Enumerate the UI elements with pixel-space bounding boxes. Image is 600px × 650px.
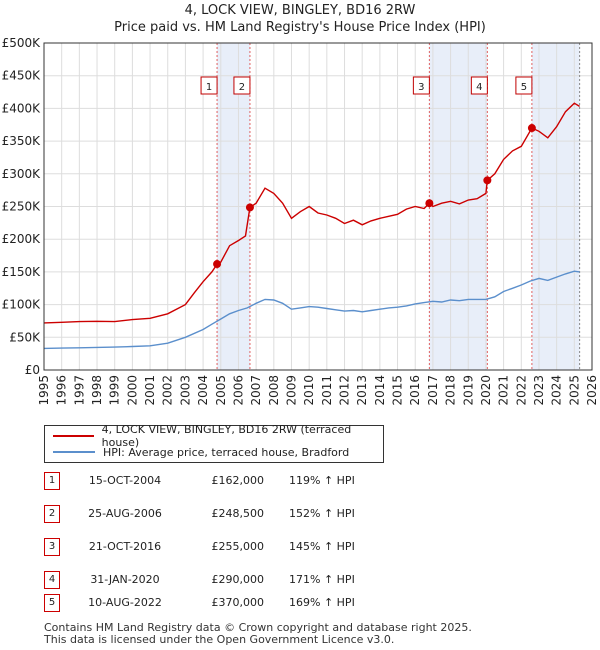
x-tick-label: 2008	[267, 375, 281, 406]
sale-marker-label: 3	[418, 82, 424, 93]
sale-date: 21-OCT-2016	[88, 540, 162, 553]
sale-marker-box	[233, 76, 251, 95]
sale-marker-label: 2	[239, 82, 245, 93]
sale-number-badge: 1	[44, 472, 60, 490]
y-tick-label: £50K	[9, 330, 41, 344]
x-tick-label: 2019	[461, 375, 475, 406]
legend-label-hpi: HPI: Average price, terraced house, Brad…	[103, 445, 350, 459]
sale-row: 5 10-AUG-2022 £370,000 169% ↑ HPI	[44, 594, 564, 614]
sale-price: £370,000	[211, 596, 265, 609]
x-tick-label: 2015	[391, 375, 405, 406]
sale-date: 10-AUG-2022	[88, 596, 162, 609]
x-tick-label: 2009	[284, 375, 298, 406]
x-tick-label: 2024	[550, 375, 564, 406]
footer-licence: This data is licensed under the Open Gov…	[44, 633, 395, 646]
sale-date: 15-OCT-2004	[88, 474, 162, 487]
y-tick-label: £400K	[2, 101, 42, 115]
sale-point	[245, 203, 254, 212]
sale-hpi-change: 145% ↑ HPI	[289, 540, 355, 553]
x-tick-label: 2018	[444, 375, 458, 406]
sale-row: 2 25-AUG-2006 £248,500 152% ↑ HPI	[44, 505, 564, 525]
sale-price: £162,000	[211, 474, 265, 487]
sale-marker-box	[515, 76, 533, 95]
x-tick-label: 2011	[320, 375, 334, 406]
x-tick-label: 1999	[108, 375, 122, 406]
sale-number-badge: 5	[44, 594, 60, 612]
price-chart: 1 2 3 4 5 £0 £50K £100K £150K £200K £250K £300K £35…	[2, 36, 599, 406]
x-tick-label: 2014	[373, 375, 387, 406]
plot-frame	[43, 42, 593, 371]
x-tick-label: 2004	[196, 375, 210, 406]
x-tick-label: 2000	[125, 375, 139, 406]
y-tick-label: £0	[25, 363, 40, 377]
sale-hpi-change: 171% ↑ HPI	[289, 573, 355, 586]
sale-price: £290,000	[211, 573, 265, 586]
x-tick-label: 2001	[143, 375, 157, 406]
sale-point	[425, 199, 434, 208]
legend: 4, LOCK VIEW, BINGLEY, BD16 2RW (terrace…	[44, 423, 384, 463]
x-tick-label: 2026	[585, 375, 599, 406]
y-tick-label: £100K	[2, 298, 42, 312]
x-tick-label: 2020	[479, 375, 493, 406]
y-tick-label: £300K	[2, 167, 42, 181]
legend-label-property: 4, LOCK VIEW, BINGLEY, BD16 2RW (terrace…	[101, 423, 352, 449]
x-tick-label: 2005	[214, 375, 228, 406]
x-tick-label: 1996	[55, 375, 69, 406]
legend-swatch-property	[53, 435, 94, 437]
sale-point	[483, 176, 492, 185]
sale-date: 25-AUG-2006	[88, 507, 162, 520]
x-tick-label: 1997	[72, 375, 86, 406]
sale-row: 1 15-OCT-2004 £162,000 119% ↑ HPI	[44, 472, 564, 492]
sale-row: 4 31-JAN-2020 £290,000 171% ↑ HPI	[44, 571, 564, 591]
x-tick-label: 2025	[567, 375, 581, 406]
y-tick-label: £450K	[2, 69, 42, 83]
x-tick-label: 2013	[355, 375, 369, 406]
sale-marker-label: 4	[476, 82, 482, 93]
property-series-line	[43, 102, 580, 324]
sale-marker-label: 5	[521, 82, 527, 93]
sale-marker-box	[412, 76, 430, 95]
sale-number-badge: 3	[44, 538, 60, 556]
x-tick-label: 1995	[37, 375, 51, 406]
sale-number-badge: 4	[44, 571, 60, 589]
x-tick-label: 2010	[302, 375, 316, 406]
sale-marker-box	[200, 76, 218, 95]
y-tick-label: £250K	[2, 200, 42, 214]
x-tick-label: 1998	[90, 375, 104, 406]
x-tick-label: 2021	[497, 375, 511, 406]
sale-point	[213, 260, 222, 269]
sale-date: 31-JAN-2020	[90, 573, 160, 586]
footer-copyright: Contains HM Land Registry data © Crown c…	[44, 621, 472, 634]
legend-item-property: 4, LOCK VIEW, BINGLEY, BD16 2RW (terrace…	[53, 423, 383, 449]
x-tick-label: 2023	[532, 375, 546, 406]
x-tick-label: 2007	[249, 375, 263, 406]
sale-hpi-change: 169% ↑ HPI	[289, 596, 355, 609]
sale-price: £248,500	[211, 507, 265, 520]
sale-number-badge: 2	[44, 505, 60, 523]
sale-hpi-change: 119% ↑ HPI	[289, 474, 355, 487]
x-tick-label: 2002	[161, 375, 175, 406]
sale-price: £255,000	[211, 540, 265, 553]
y-tick-label: £500K	[2, 36, 42, 50]
sale-marker-label: 1	[206, 82, 212, 93]
x-tick-label: 2017	[426, 375, 440, 406]
sale-hpi-change: 152% ↑ HPI	[289, 507, 355, 520]
y-tick-label: £150K	[2, 265, 42, 279]
sale-point	[527, 124, 536, 133]
y-tick-label: £350K	[2, 134, 42, 148]
hpi-series-line	[43, 270, 580, 350]
sale-marker-box	[470, 76, 488, 95]
chart-title: 4, LOCK VIEW, BINGLEY, BD16 2RW	[184, 3, 416, 18]
legend-swatch-hpi	[53, 451, 95, 453]
x-tick-label: 2022	[514, 375, 528, 406]
legend-item-hpi: HPI: Average price, terraced house, Brad…	[53, 444, 349, 460]
x-tick-label: 2006	[231, 375, 245, 406]
y-tick-label: £200K	[2, 232, 42, 246]
sale-row: 3 21-OCT-2016 £255,000 145% ↑ HPI	[44, 538, 564, 558]
x-tick-label: 2016	[408, 375, 422, 406]
x-tick-label: 2003	[178, 375, 192, 406]
x-tick-label: 2012	[338, 375, 352, 406]
chart-subtitle: Price paid vs. HM Land Registry's House …	[114, 20, 486, 35]
